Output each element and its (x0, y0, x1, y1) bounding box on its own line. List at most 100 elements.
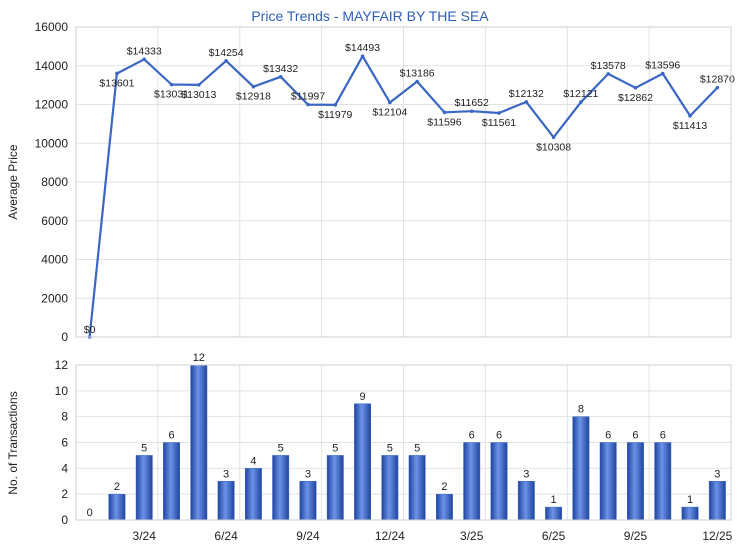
transaction-bar (517, 481, 535, 521)
transaction-bar-label: 6 (660, 430, 666, 442)
price-y-tick-label: 8000 (41, 175, 68, 189)
transaction-bar-label: 5 (387, 442, 393, 454)
price-y-tick-label: 2000 (41, 291, 68, 305)
transaction-bar (572, 416, 590, 521)
price-point-label: $13013 (181, 89, 216, 101)
price-point-label: $13432 (263, 63, 298, 75)
transaction-bar-label: 6 (496, 430, 502, 442)
transaction-bar (326, 455, 344, 521)
price-point (660, 71, 665, 76)
price-point (388, 100, 392, 105)
transaction-bar-label: 9 (360, 391, 366, 403)
price-point (633, 85, 638, 90)
transaction-bar-label: 3 (714, 468, 720, 480)
transaction-bar (463, 442, 481, 521)
x-tick-label: 9/24 (296, 529, 320, 543)
transactions-y-tick-label: 0 (61, 513, 68, 527)
price-point-label: $11561 (482, 117, 516, 129)
price-point (415, 79, 419, 84)
price-point (469, 109, 474, 114)
price-y-tick-label: 16000 (35, 20, 69, 34)
x-tick-label: 6/24 (214, 529, 238, 543)
price-point (715, 85, 720, 90)
price-point-label: $11652 (455, 97, 489, 109)
transactions-y-ticks: 0 2 4 6 8 10 12 (55, 358, 69, 527)
price-point (442, 110, 447, 115)
transaction-bar (354, 403, 371, 521)
transaction-bar-label: 3 (305, 468, 311, 480)
transaction-bar (545, 506, 563, 521)
transaction-bar (244, 468, 262, 521)
x-tick-label: 12/25 (702, 529, 732, 543)
x-tick-label: 12/24 (375, 529, 405, 543)
transaction-bar-label: 3 (223, 468, 229, 480)
price-point (142, 57, 147, 62)
price-y-ticks: 0 2000 4000 6000 8000 10000 12000 14000 16000 (35, 20, 69, 344)
x-tick-label: 3/24 (133, 529, 157, 543)
transaction-bar (299, 481, 317, 521)
price-y-tick-label: 14000 (35, 59, 69, 73)
price-point (251, 84, 256, 89)
transaction-bar-label: 8 (578, 404, 584, 416)
price-point-label: $12104 (372, 106, 407, 118)
transaction-bar-label: 5 (332, 442, 338, 454)
transaction-bar-label: 1 (551, 494, 557, 506)
price-point (360, 54, 365, 58)
transaction-bar-label: 6 (469, 430, 475, 442)
price-line-series (87, 54, 720, 339)
price-point-label: $13578 (591, 60, 626, 72)
transactions-axis-label: No. of Transactions (6, 391, 20, 494)
price-point-label: $12132 (509, 88, 544, 100)
transaction-bar-label: 6 (632, 430, 638, 442)
transaction-bar (272, 455, 290, 521)
price-point-label: $14333 (127, 45, 162, 57)
price-point-label: $0 (84, 324, 96, 336)
price-point (579, 100, 583, 104)
price-point-label: $13186 (400, 68, 435, 80)
transaction-bar (163, 442, 180, 521)
x-tick-label: 3/25 (460, 529, 484, 543)
price-point (606, 72, 610, 76)
transaction-bar-label: 1 (687, 494, 693, 506)
price-plot-frame (75, 26, 732, 338)
price-point (115, 71, 119, 76)
transaction-bar (436, 493, 453, 521)
x-tick-label: 6/25 (542, 529, 566, 543)
transaction-bar-label: 6 (605, 430, 611, 442)
price-point-label: $13601 (99, 77, 134, 89)
price-point-label: $11413 (673, 120, 707, 132)
price-y-tick-label: 10000 (35, 136, 69, 150)
transaction-bar (108, 493, 126, 521)
price-point-label: $14254 (209, 47, 244, 59)
price-point (333, 103, 338, 107)
price-point (306, 102, 310, 107)
price-point-label: $12918 (236, 91, 271, 103)
transaction-bar-label: 12 (193, 352, 205, 364)
transaction-bar (708, 481, 726, 521)
price-point-label: $13031 (154, 89, 189, 101)
transaction-bar-label: 2 (114, 481, 120, 493)
price-point-label: $12862 (618, 92, 653, 104)
transaction-bar (490, 442, 508, 521)
price-point-label: $14493 (345, 42, 380, 54)
x-tick-label: 9/25 (624, 529, 648, 543)
price-point-label: $13596 (645, 60, 680, 72)
transaction-bar (408, 455, 426, 521)
price-point (551, 135, 556, 140)
transaction-bar (681, 506, 699, 521)
price-point (169, 82, 174, 87)
transaction-bar-label: 5 (141, 442, 147, 454)
price-point-label: $11979 (318, 109, 352, 121)
price-point (224, 59, 228, 63)
transaction-bar-label: 5 (414, 442, 420, 454)
transactions-y-tick-label: 8 (61, 410, 68, 424)
price-gridlines (76, 26, 732, 338)
transaction-bars (108, 364, 726, 521)
transactions-plot-frame (75, 364, 732, 521)
transaction-bar (654, 442, 672, 521)
transactions-y-tick-label: 2 (61, 487, 68, 501)
price-point (524, 100, 529, 104)
transactions-x-ticks: 3/24 6/24 9/24 12/24 3/25 6/25 9/25 12/25 (133, 529, 733, 543)
